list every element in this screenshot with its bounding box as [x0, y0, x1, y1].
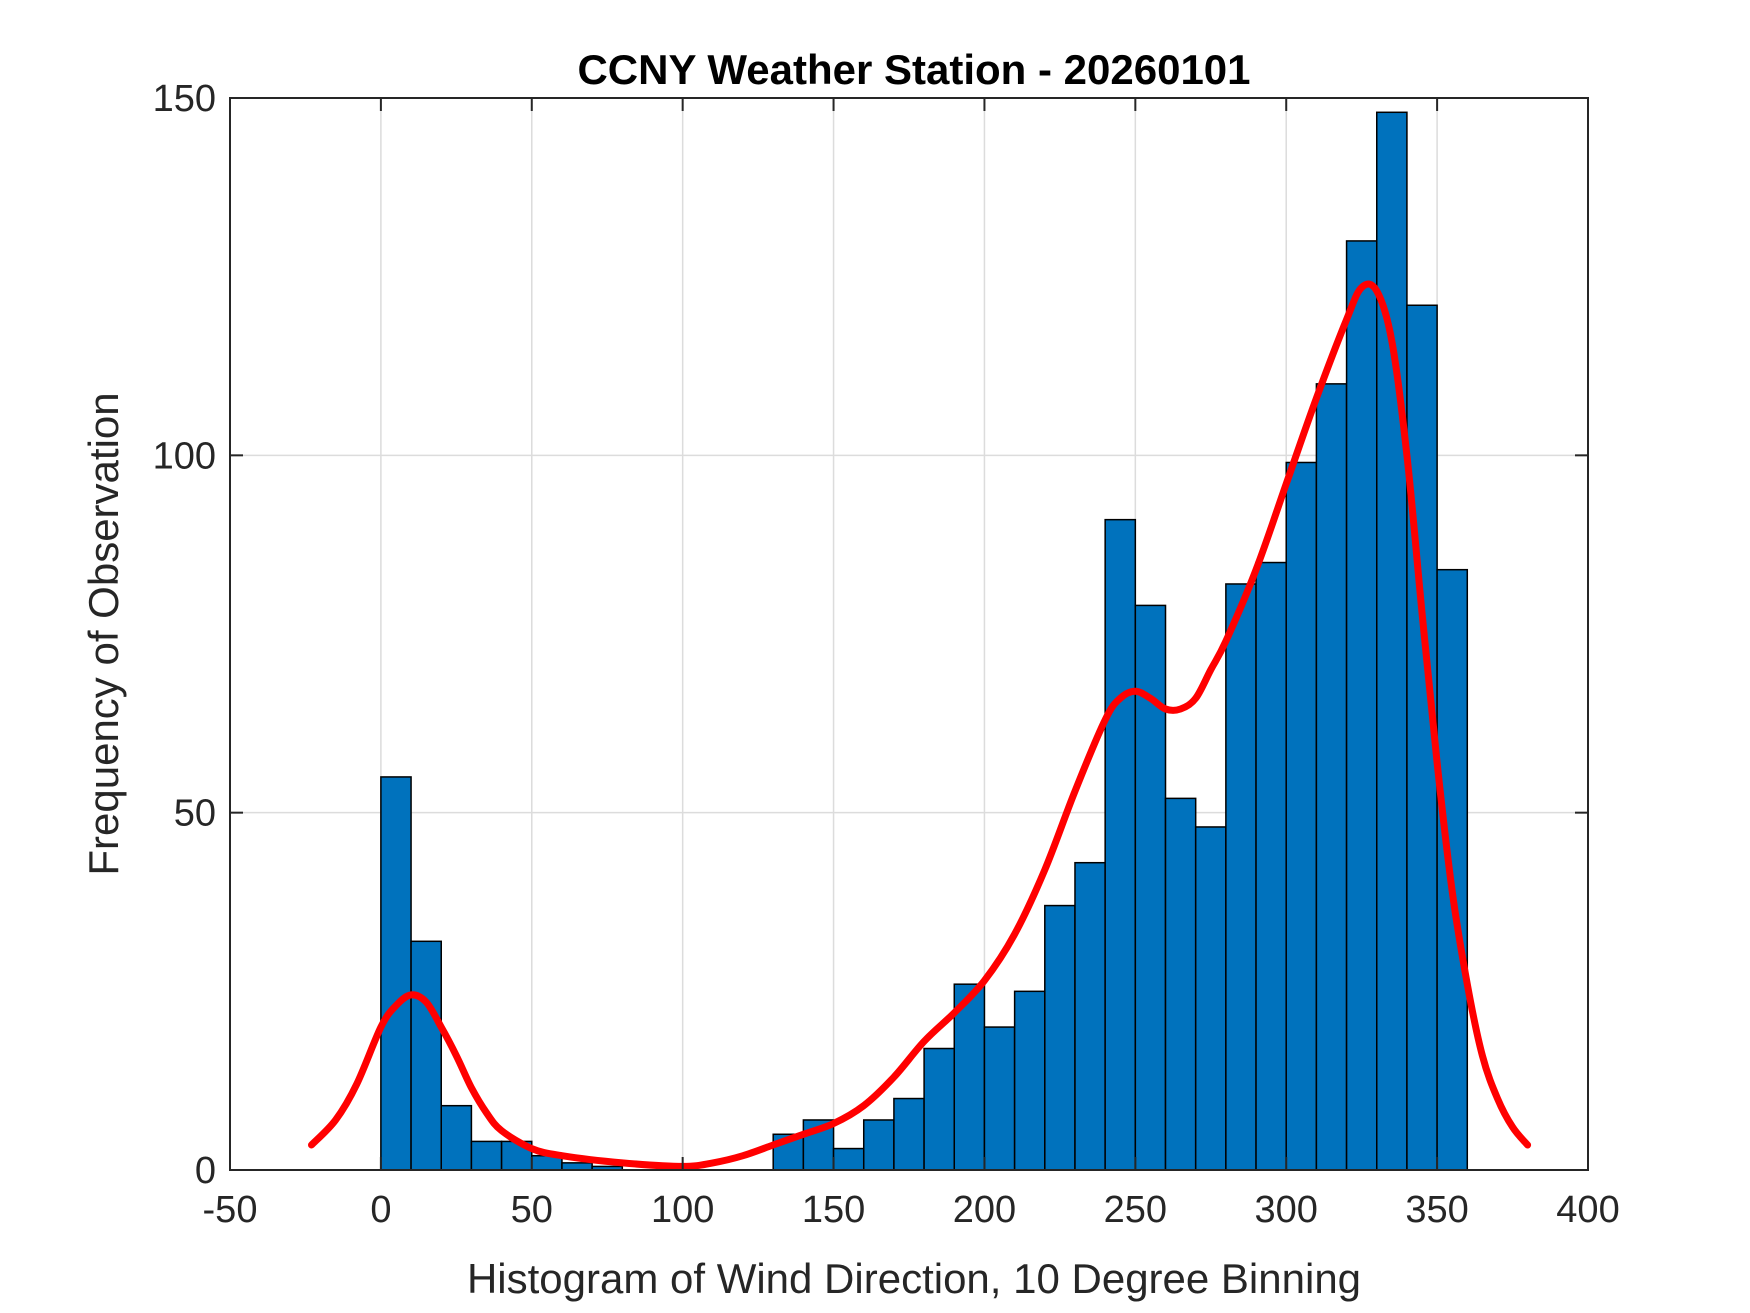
x-tick-label: -50: [203, 1189, 258, 1231]
x-tick-label: 100: [651, 1189, 714, 1231]
histogram-bar: [1345, 240, 1378, 1171]
density-curve: [308, 280, 1532, 1170]
histogram-bar: [893, 1097, 925, 1171]
histogram-bar: [561, 1162, 593, 1171]
x-tick-labels: -50 0 50 100 150 200 250 300 350 400: [203, 1189, 1620, 1231]
x-tick-label: 350: [1405, 1189, 1468, 1231]
x-tick-label: 150: [802, 1189, 865, 1231]
histogram-bar: [1164, 797, 1197, 1171]
histogram-bar: [1194, 826, 1227, 1171]
y-tick-label: 0: [195, 1150, 216, 1192]
x-tick-label: 400: [1556, 1189, 1619, 1231]
y-tick-label: 100: [153, 435, 216, 477]
histogram-bar: [953, 983, 986, 1171]
x-tick-label: 250: [1104, 1189, 1167, 1231]
histogram-bar: [1074, 861, 1106, 1171]
x-tick-label: 200: [953, 1189, 1016, 1231]
y-tick-label: 50: [174, 793, 216, 835]
histogram-bar: [470, 1140, 503, 1171]
histogram-bar: [380, 776, 412, 1171]
histogram-bar: [862, 1119, 895, 1171]
histogram-bar: [832, 1147, 865, 1171]
y-tick-labels: 0 50 100 150: [153, 78, 216, 1192]
x-axis-label: Histogram of Wind Direction, 10 Degree B…: [467, 1255, 1361, 1302]
y-tick-label: 150: [153, 78, 216, 120]
histogram-bar: [1104, 518, 1137, 1171]
x-tick-label: 50: [511, 1189, 553, 1231]
density-curve-line: [308, 280, 1532, 1170]
histogram-bar: [1285, 461, 1318, 1171]
histogram-bar: [1255, 561, 1287, 1171]
histogram-bar: [1044, 904, 1076, 1171]
chart-title: CCNY Weather Station - 20260101: [577, 46, 1250, 93]
axis-ticks: [229, 97, 1589, 1171]
histogram-bar: [410, 940, 442, 1171]
histogram-bar: [983, 1026, 1016, 1171]
histogram-bar: [923, 1047, 956, 1171]
x-tick-label: 300: [1255, 1189, 1318, 1231]
histogram-bar: [1013, 990, 1046, 1171]
y-axis-label: Frequency of Observation: [80, 392, 127, 875]
histogram-bar: [440, 1104, 473, 1171]
plot-frame: [229, 97, 1589, 1171]
histogram-bar: [1315, 383, 1348, 1171]
x-tick-label: 0: [370, 1189, 391, 1231]
histogram-bar: [1225, 583, 1257, 1171]
histogram-bar: [1376, 111, 1408, 1171]
